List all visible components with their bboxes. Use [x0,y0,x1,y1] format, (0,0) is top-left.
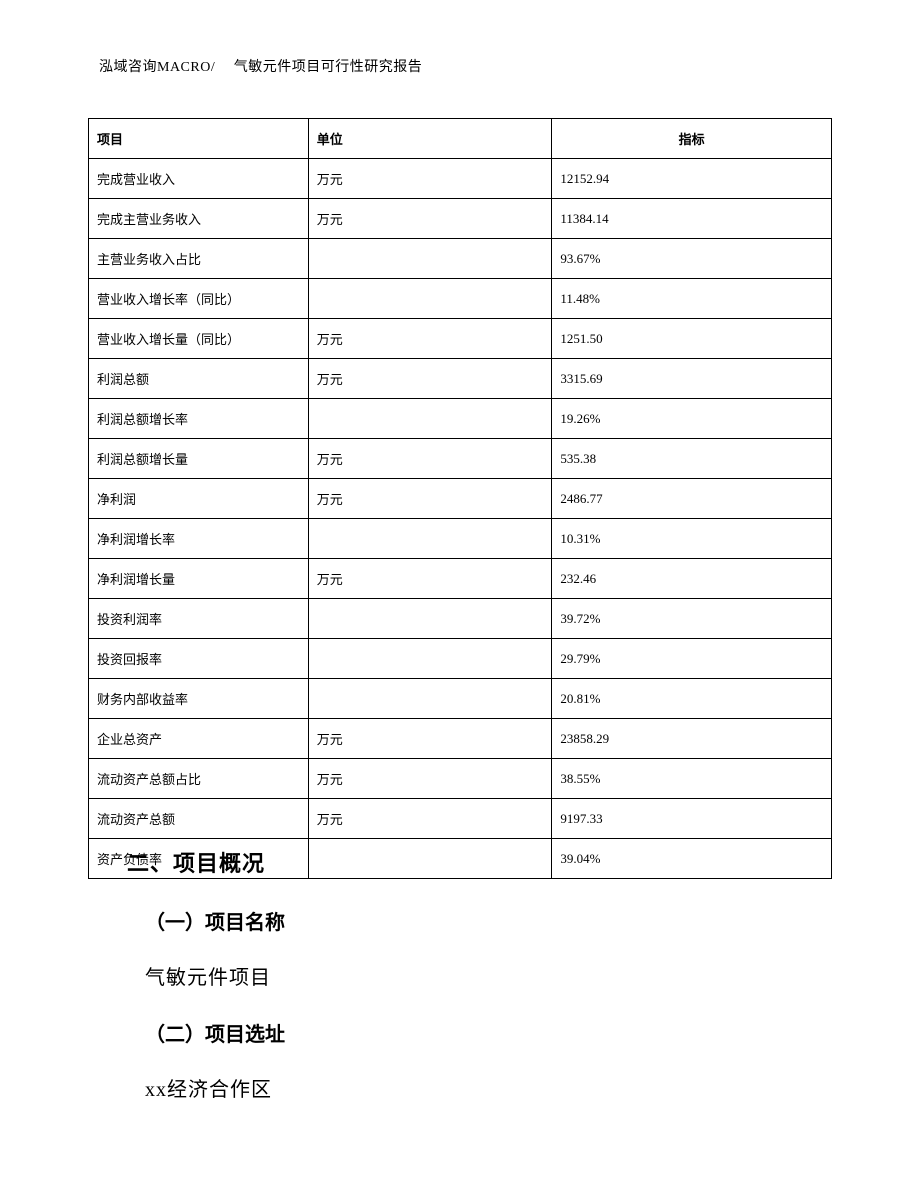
cell-unit: 万元 [308,799,552,839]
table-row: 完成营业收入 万元 12152.94 [89,159,832,199]
table-row: 投资回报率 29.79% [89,639,832,679]
cell-unit [308,239,552,279]
cell-value: 19.26% [552,399,832,439]
cell-value: 10.31% [552,519,832,559]
cell-unit [308,599,552,639]
cell-value: 9197.33 [552,799,832,839]
cell-unit: 万元 [308,719,552,759]
section-heading: 二、项目概况 [127,846,807,878]
cell-value: 38.55% [552,759,832,799]
cell-unit [308,399,552,439]
sub-heading-1: （一）项目名称 [145,906,807,935]
cell-value: 11384.14 [552,199,832,239]
column-header-value: 指标 [552,119,832,159]
table-row: 营业收入增长率（同比） 11.48% [89,279,832,319]
cell-value: 20.81% [552,679,832,719]
cell-value: 535.38 [552,439,832,479]
cell-item: 完成主营业务收入 [89,199,309,239]
cell-unit: 万元 [308,319,552,359]
table-row: 完成主营业务收入 万元 11384.14 [89,199,832,239]
table-row: 利润总额增长量 万元 535.38 [89,439,832,479]
cell-value: 232.46 [552,559,832,599]
financial-indicators-table: 项目 单位 指标 完成营业收入 万元 12152.94 完成主营业务收入 万元 … [88,118,832,879]
cell-item: 投资利润率 [89,599,309,639]
table-row: 净利润 万元 2486.77 [89,479,832,519]
cell-item: 流动资产总额 [89,799,309,839]
cell-item: 利润总额 [89,359,309,399]
cell-unit: 万元 [308,559,552,599]
table-row: 流动资产总额 万元 9197.33 [89,799,832,839]
cell-unit [308,519,552,559]
sub-heading-2: （二）项目选址 [145,1018,807,1047]
cell-unit: 万元 [308,359,552,399]
cell-item: 主营业务收入占比 [89,239,309,279]
cell-unit: 万元 [308,439,552,479]
cell-unit: 万元 [308,199,552,239]
content-body: 二、项目概况 （一）项目名称 气敏元件项目 （二）项目选址 xx经济合作区 [127,846,807,1130]
cell-unit: 万元 [308,759,552,799]
body-text-2: xx经济合作区 [145,1073,807,1102]
cell-value: 39.72% [552,599,832,639]
cell-value: 93.67% [552,239,832,279]
table-row: 利润总额 万元 3315.69 [89,359,832,399]
table-row: 净利润增长量 万元 232.46 [89,559,832,599]
table-row: 利润总额增长率 19.26% [89,399,832,439]
table-row: 净利润增长率 10.31% [89,519,832,559]
cell-item: 投资回报率 [89,639,309,679]
table-row: 营业收入增长量（同比） 万元 1251.50 [89,319,832,359]
cell-item: 完成营业收入 [89,159,309,199]
cell-unit [308,279,552,319]
cell-item: 财务内部收益率 [89,679,309,719]
cell-value: 12152.94 [552,159,832,199]
cell-unit [308,639,552,679]
page-header: 泓域咨询MACRO/ 气敏元件项目可行性研究报告 [99,56,422,76]
cell-unit: 万元 [308,479,552,519]
table-row: 财务内部收益率 20.81% [89,679,832,719]
cell-item: 利润总额增长率 [89,399,309,439]
table-body: 完成营业收入 万元 12152.94 完成主营业务收入 万元 11384.14 … [89,159,832,879]
cell-unit: 万元 [308,159,552,199]
cell-item: 流动资产总额占比 [89,759,309,799]
cell-item: 企业总资产 [89,719,309,759]
cell-value: 2486.77 [552,479,832,519]
cell-item: 营业收入增长率（同比） [89,279,309,319]
cell-unit [308,679,552,719]
table-header-row: 项目 单位 指标 [89,119,832,159]
body-text-1: 气敏元件项目 [145,961,807,990]
table-row: 企业总资产 万元 23858.29 [89,719,832,759]
table-row: 主营业务收入占比 93.67% [89,239,832,279]
cell-value: 3315.69 [552,359,832,399]
column-header-item: 项目 [89,119,309,159]
cell-item: 净利润增长量 [89,559,309,599]
cell-item: 净利润 [89,479,309,519]
table-row: 流动资产总额占比 万元 38.55% [89,759,832,799]
cell-value: 1251.50 [552,319,832,359]
cell-item: 净利润增长率 [89,519,309,559]
cell-value: 29.79% [552,639,832,679]
cell-item: 利润总额增长量 [89,439,309,479]
table-row: 投资利润率 39.72% [89,599,832,639]
column-header-unit: 单位 [308,119,552,159]
cell-item: 营业收入增长量（同比） [89,319,309,359]
cell-value: 23858.29 [552,719,832,759]
cell-value: 11.48% [552,279,832,319]
